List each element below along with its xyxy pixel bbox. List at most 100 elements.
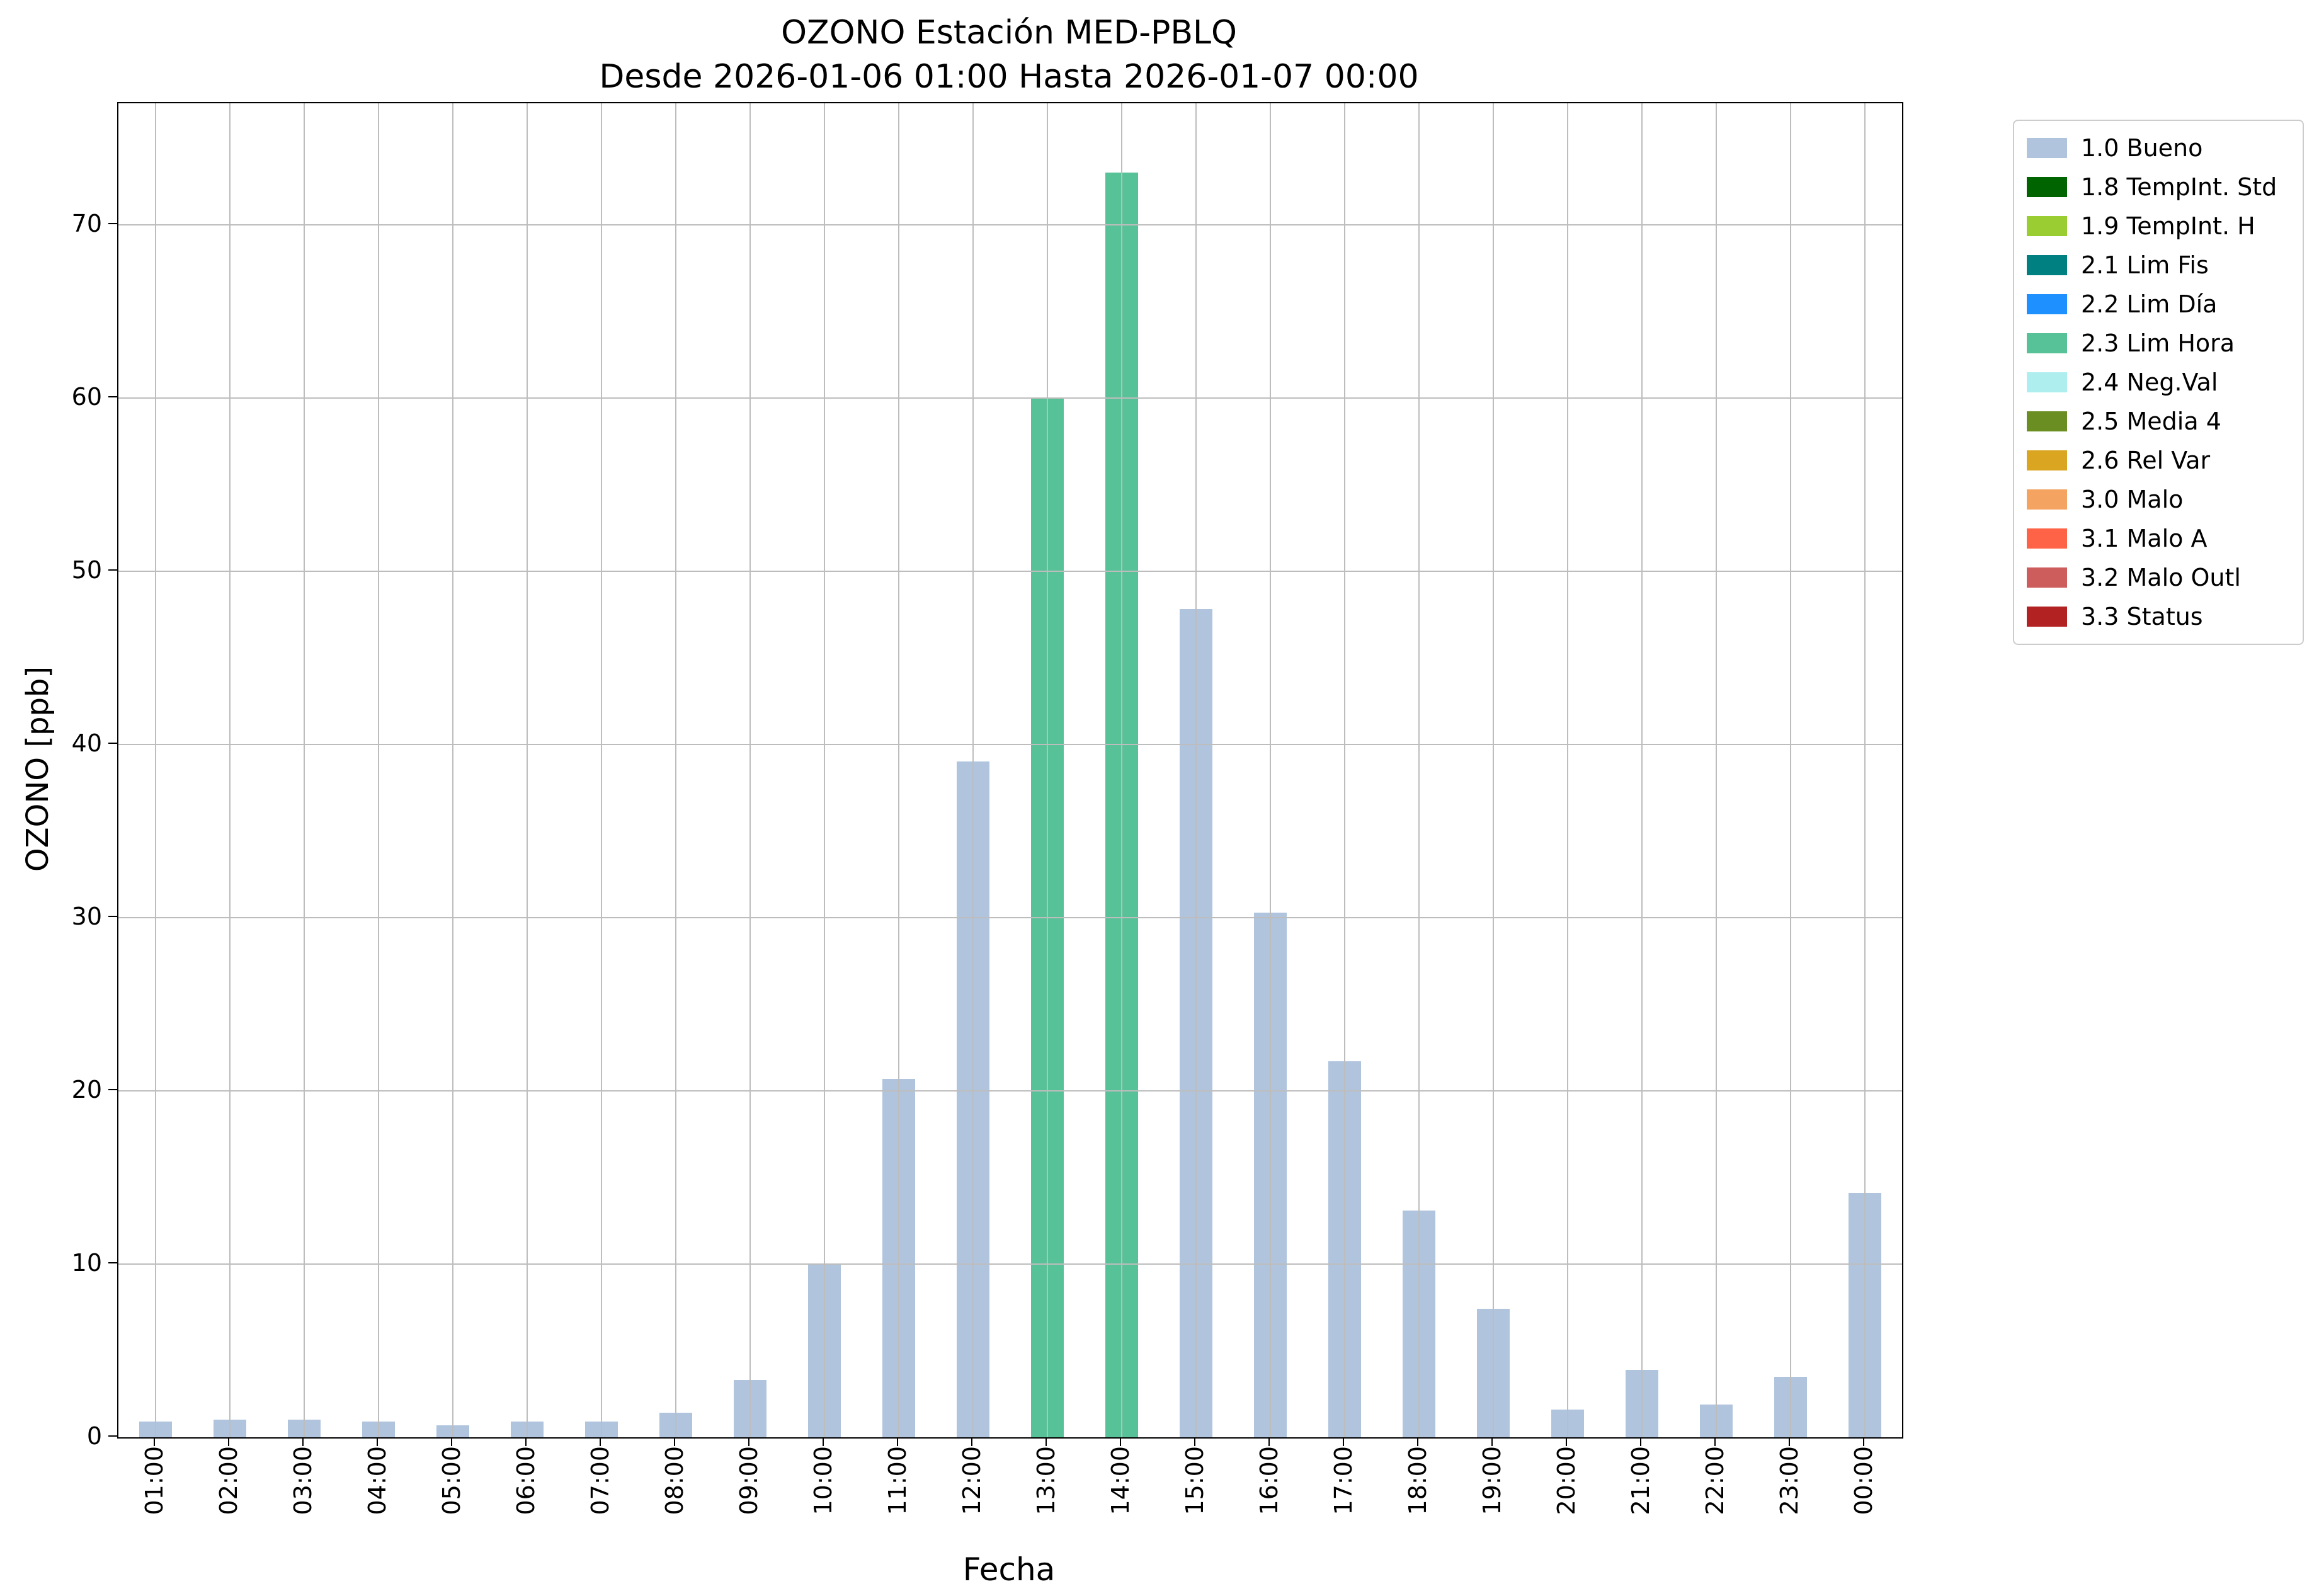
x-tick-label-21-00: 21:00 (1627, 1446, 1655, 1515)
x-tick-mark (1714, 1437, 1716, 1446)
legend: 1.0 Bueno 1.8 TempInt. Std 1.9 TempInt. H 2… (2013, 120, 2304, 645)
x-tick-label-20-00: 20:00 (1553, 1446, 1580, 1515)
grid-line-vertical (229, 103, 231, 1437)
grid-line-horizontal (118, 1090, 1902, 1092)
grid-line-horizontal (118, 224, 1902, 225)
legend-item: 1.8 TempInt. Std (2027, 168, 2290, 207)
x-tick-mark (1194, 1437, 1195, 1446)
legend-label: 2.6 Rel Var (2081, 447, 2211, 474)
legend-item: 2.6 Rel Var (2027, 441, 2290, 480)
legend-item: 1.0 Bueno (2027, 128, 2290, 168)
grid-line-vertical (1195, 103, 1197, 1437)
legend-swatch (2027, 607, 2067, 627)
grid-line-horizontal (118, 570, 1902, 572)
legend-item: 2.3 Lim Hora (2027, 324, 2290, 363)
legend-label: 1.8 TempInt. Std (2081, 173, 2277, 201)
y-axis-label: OZONO [ppb] (20, 666, 55, 872)
grid-line-vertical (1790, 103, 1791, 1437)
grid-line-horizontal (118, 743, 1902, 745)
legend-swatch (2027, 411, 2067, 431)
legend-swatch (2027, 489, 2067, 510)
grid-line-vertical (898, 103, 899, 1437)
x-tick-label-17-00: 17:00 (1330, 1446, 1357, 1515)
grid-line-horizontal (118, 916, 1902, 918)
legend-swatch (2027, 138, 2067, 158)
x-tick-mark (525, 1437, 527, 1446)
x-tick-mark (1863, 1437, 1864, 1446)
grid-line-vertical (1418, 103, 1420, 1437)
legend-label: 3.0 Malo (2081, 486, 2184, 513)
grid-line-vertical (601, 103, 602, 1437)
legend-label: 2.1 Lim Fis (2081, 251, 2209, 279)
grid-line-vertical (1270, 103, 1271, 1437)
x-axis-label: Fecha (962, 1551, 1056, 1588)
x-tick-label-22-00: 22:00 (1701, 1446, 1729, 1515)
grid-line-vertical (1567, 103, 1568, 1437)
grid-line-vertical (378, 103, 379, 1437)
x-tick-mark (1566, 1437, 1567, 1446)
y-tick-label: 30 (71, 902, 102, 930)
grid-line-vertical (1864, 103, 1866, 1437)
x-tick-label-00-00: 00:00 (1850, 1446, 1877, 1515)
y-tick-mark (108, 1262, 117, 1263)
y-tick-label: 0 (86, 1422, 102, 1450)
x-tick-mark (1046, 1437, 1047, 1446)
grid-line-vertical (452, 103, 453, 1437)
legend-label: 2.2 Lim Día (2081, 290, 2218, 318)
grid-line-vertical (527, 103, 528, 1437)
grid-line-vertical (155, 103, 156, 1437)
grid-line-horizontal (118, 1263, 1902, 1265)
legend-item: 3.3 Status (2027, 597, 2290, 636)
legend-swatch (2027, 528, 2067, 549)
x-tick-mark (377, 1437, 378, 1446)
y-tick-mark (108, 222, 117, 224)
x-tick-label-02-00: 02:00 (215, 1446, 242, 1515)
x-tick-mark (600, 1437, 601, 1446)
legend-label: 1.9 TempInt. H (2081, 212, 2255, 240)
legend-item: 3.1 Malo A (2027, 519, 2290, 558)
y-tick-mark (108, 1435, 117, 1437)
x-tick-mark (1789, 1437, 1790, 1446)
x-tick-label-05-00: 05:00 (438, 1446, 465, 1515)
legend-label: 3.1 Malo A (2081, 525, 2208, 552)
legend-item: 3.0 Malo (2027, 480, 2290, 519)
x-tick-mark (674, 1437, 675, 1446)
legend-swatch (2027, 216, 2067, 236)
grid-line-vertical (972, 103, 974, 1437)
x-tick-label-18-00: 18:00 (1404, 1446, 1432, 1515)
x-tick-mark (1268, 1437, 1270, 1446)
grid-line-vertical (1716, 103, 1717, 1437)
x-tick-mark (451, 1437, 452, 1446)
x-tick-mark (971, 1437, 972, 1446)
legend-swatch (2027, 450, 2067, 470)
x-tick-mark (1120, 1437, 1121, 1446)
plot-area (117, 102, 1903, 1439)
legend-item: 2.2 Lim Día (2027, 285, 2290, 324)
legend-label: 1.0 Bueno (2081, 134, 2203, 162)
y-tick-mark (108, 1088, 117, 1090)
x-tick-label-19-00: 19:00 (1478, 1446, 1506, 1515)
legend-label: 2.4 Neg.Val (2081, 368, 2218, 396)
legend-item: 2.1 Lim Fis (2027, 246, 2290, 285)
x-tick-mark (897, 1437, 898, 1446)
x-tick-label-13-00: 13:00 (1032, 1446, 1060, 1515)
x-tick-label-23-00: 23:00 (1775, 1446, 1803, 1515)
y-tick-label: 60 (71, 382, 102, 411)
legend-swatch (2027, 255, 2067, 275)
grid-line-vertical (1344, 103, 1345, 1437)
x-tick-mark (823, 1437, 824, 1446)
legend-label: 2.3 Lim Hora (2081, 329, 2235, 357)
grid-line-vertical (1493, 103, 1494, 1437)
x-tick-mark (1343, 1437, 1344, 1446)
y-tick-label: 50 (71, 556, 102, 584)
x-tick-label-11-00: 11:00 (884, 1446, 911, 1515)
legend-swatch (2027, 294, 2067, 314)
grid-line-vertical (1047, 103, 1048, 1437)
grid-line-vertical (1641, 103, 1643, 1437)
y-tick-label: 20 (71, 1075, 102, 1103)
legend-swatch (2027, 372, 2067, 392)
grid-line-vertical (749, 103, 751, 1437)
x-tick-mark (154, 1437, 155, 1446)
legend-item: 2.4 Neg.Val (2027, 363, 2290, 402)
